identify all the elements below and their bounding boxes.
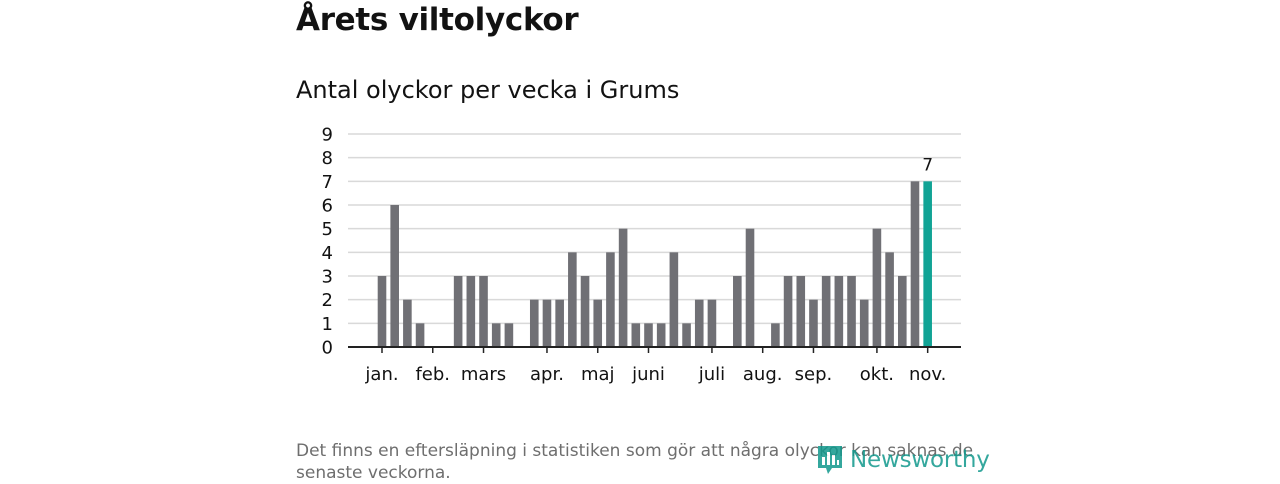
y-tick-label: 2 bbox=[322, 290, 333, 311]
bar bbox=[644, 323, 653, 347]
x-tick-label: sep. bbox=[795, 364, 833, 385]
x-tick-label: juli bbox=[698, 364, 725, 385]
x-tick-label: jan. bbox=[364, 364, 398, 385]
bar bbox=[453, 276, 463, 347]
x-tick-label: juni bbox=[631, 364, 665, 385]
y-tick-label: 4 bbox=[322, 243, 333, 264]
footnote: Det finns en eftersläpning i statistiken… bbox=[296, 441, 974, 483]
bar bbox=[694, 299, 704, 347]
grid-lines bbox=[348, 133, 961, 325]
bar bbox=[885, 252, 894, 347]
bar bbox=[897, 276, 907, 347]
bar-chart: 0 1 23 4 56 7 89 jan. feb. mars apr. maj juni juli au… bbox=[322, 125, 961, 385]
bar bbox=[593, 299, 603, 347]
x-tick-label: mars bbox=[461, 364, 506, 385]
bar bbox=[821, 276, 831, 347]
bar bbox=[491, 323, 501, 347]
bar bbox=[745, 228, 755, 347]
newsworthy-logo: Newsworthy bbox=[816, 444, 990, 476]
y-tick-label: 7 bbox=[322, 172, 333, 193]
bar bbox=[783, 276, 793, 347]
bar bbox=[403, 299, 412, 347]
bar bbox=[910, 181, 920, 347]
bar bbox=[377, 276, 387, 347]
bar bbox=[415, 323, 425, 347]
bar bbox=[796, 276, 806, 347]
y-tick-label: 5 bbox=[322, 219, 333, 240]
bar bbox=[809, 299, 818, 347]
x-tick-label: aug. bbox=[743, 364, 783, 385]
bar bbox=[733, 276, 742, 347]
y-tick-label: 9 bbox=[322, 125, 333, 146]
bar bbox=[529, 299, 539, 347]
bar bbox=[682, 323, 691, 347]
bar bbox=[847, 276, 856, 347]
bar bbox=[656, 323, 666, 347]
bar bbox=[872, 228, 882, 347]
bar bbox=[859, 299, 869, 347]
bar bbox=[631, 323, 641, 347]
y-tick-label: 8 bbox=[322, 148, 333, 169]
y-tick-label: 1 bbox=[322, 314, 333, 335]
chart-subtitle: Antal olyckor per vecka i Grums bbox=[296, 76, 680, 104]
bar bbox=[669, 252, 679, 347]
bar-highlight bbox=[923, 181, 932, 347]
x-tick-label: okt. bbox=[860, 364, 894, 385]
y-axis-ticks: 0 1 23 4 56 7 89 bbox=[322, 125, 333, 359]
x-tick-label: apr. bbox=[530, 364, 564, 385]
x-tick-label: maj bbox=[581, 364, 615, 385]
bar bbox=[771, 323, 780, 347]
bar bbox=[555, 299, 564, 347]
data-label: 7 bbox=[922, 155, 933, 175]
bar bbox=[568, 252, 577, 347]
bars bbox=[377, 181, 932, 347]
y-tick-label: 6 bbox=[322, 196, 333, 217]
logo-text: Newsworthy bbox=[850, 447, 990, 473]
bar bbox=[504, 323, 514, 347]
bar-chart-icon bbox=[818, 446, 842, 474]
bar bbox=[618, 228, 628, 347]
bar bbox=[542, 299, 552, 347]
bar bbox=[390, 205, 399, 347]
bar bbox=[479, 276, 488, 347]
bar bbox=[580, 276, 590, 347]
y-tick-label: 0 bbox=[322, 338, 333, 359]
x-axis-ticks: jan. feb. mars apr. maj juni juli aug. sep. okt. n… bbox=[364, 347, 946, 385]
bar bbox=[707, 299, 717, 347]
bar bbox=[606, 252, 615, 347]
y-tick-label: 3 bbox=[322, 267, 333, 288]
data-labels: 7 bbox=[922, 155, 933, 175]
bar bbox=[834, 276, 844, 347]
chart-title: Årets viltolyckor bbox=[296, 2, 579, 38]
bar bbox=[466, 276, 476, 347]
x-tick-label: nov. bbox=[909, 364, 946, 385]
x-tick-label: feb. bbox=[415, 364, 450, 385]
